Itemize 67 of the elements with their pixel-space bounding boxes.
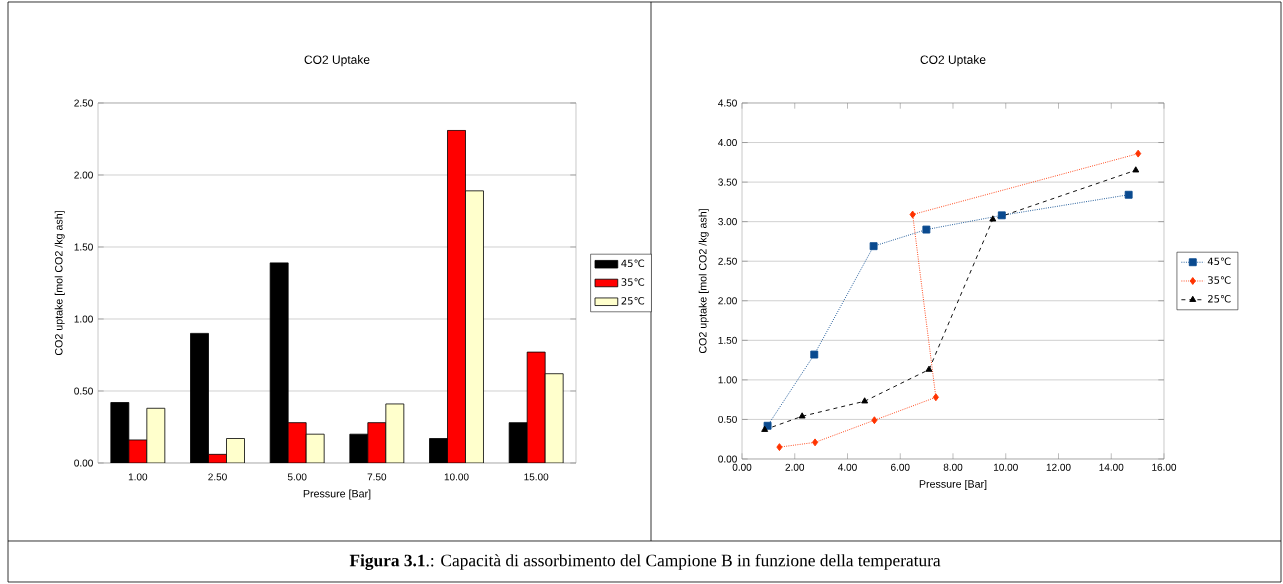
point bbox=[798, 412, 806, 419]
x-tick-label: 10.00 bbox=[993, 463, 1018, 471]
legend-label: 35℃ bbox=[1208, 276, 1231, 284]
bar bbox=[544, 373, 564, 463]
point bbox=[776, 443, 783, 452]
x-tick-label: 14.00 bbox=[1099, 463, 1124, 471]
y-tick-label: 0.50 bbox=[718, 415, 737, 423]
bar bbox=[146, 407, 166, 463]
legend-label: 45℃ bbox=[1207, 257, 1231, 266]
chart-title: CO2 Uptake bbox=[304, 55, 370, 67]
bar bbox=[367, 422, 387, 463]
x-tick-label: 12.00 bbox=[1046, 463, 1071, 471]
y-tick-label: 1.50 bbox=[718, 336, 737, 344]
x-tick-label: 7.50 bbox=[367, 473, 387, 481]
x-tick-label: 2.50 bbox=[208, 473, 227, 481]
text: Figura 3.1.: Capacità di assorbimento del Campione B in funzione della temperatura bbox=[349, 553, 941, 570]
x-tick-label: 6.00 bbox=[891, 463, 910, 471]
x-tick-label: 10.00 bbox=[444, 473, 469, 481]
point bbox=[922, 225, 931, 234]
bar bbox=[447, 129, 466, 463]
y-tick-label: 0.50 bbox=[74, 387, 93, 395]
point bbox=[932, 393, 939, 402]
chart-title: CO2 Uptake bbox=[920, 55, 986, 67]
bar bbox=[287, 422, 307, 463]
point bbox=[810, 350, 819, 359]
x-axis-title: Pressure [Bar] bbox=[919, 479, 987, 490]
x-tick-label: 1.00 bbox=[128, 473, 148, 481]
point bbox=[925, 365, 933, 372]
point bbox=[997, 211, 1006, 220]
y-tick-label: 1.00 bbox=[718, 376, 737, 384]
y-tick-label: 1.00 bbox=[74, 315, 93, 323]
bar bbox=[526, 351, 546, 463]
point bbox=[989, 215, 997, 222]
y-tick-label: 1.50 bbox=[74, 243, 93, 251]
point bbox=[811, 438, 819, 447]
y-tick-label: 4.50 bbox=[718, 99, 737, 107]
legend-label: 45℃ bbox=[621, 259, 645, 268]
point bbox=[871, 416, 878, 425]
x-tick-label: 0.00 bbox=[732, 463, 752, 471]
point bbox=[1132, 166, 1140, 173]
bar bbox=[385, 403, 405, 463]
y-tick-label: 2.50 bbox=[74, 99, 93, 107]
legend-label: 35℃ bbox=[621, 278, 645, 286]
x-tick-label: 5.00 bbox=[287, 473, 307, 481]
point bbox=[1135, 149, 1142, 158]
y-tick-label: 4.00 bbox=[718, 139, 737, 147]
y-tick-label: 3.50 bbox=[718, 178, 737, 186]
y-tick-label: 2.00 bbox=[74, 171, 93, 179]
legend-label: 25℃ bbox=[621, 297, 645, 305]
y-tick-label: 2.00 bbox=[718, 297, 737, 305]
legend-label: 25℃ bbox=[1208, 295, 1231, 303]
y-axis-title: CO2 uptake [mol CO2 /kg ash] bbox=[54, 211, 65, 356]
x-tick-label: 4.00 bbox=[838, 463, 857, 471]
point bbox=[869, 242, 878, 251]
point bbox=[861, 397, 869, 404]
y-tick-label: 3.00 bbox=[718, 218, 737, 226]
x-axis-title: Pressure [Bar] bbox=[303, 489, 371, 500]
x-tick-label: 2.00 bbox=[785, 463, 805, 471]
x-tick-label: 8.00 bbox=[943, 463, 963, 471]
x-tick-label: 16.00 bbox=[1152, 463, 1177, 471]
x-tick-label: 15.00 bbox=[524, 473, 549, 481]
point bbox=[1124, 190, 1133, 199]
bar bbox=[465, 190, 484, 463]
point bbox=[909, 210, 916, 219]
y-tick-label: 0.00 bbox=[718, 455, 737, 463]
y-tick-label: 2.50 bbox=[718, 257, 737, 265]
y-axis-title: CO2 uptake [mol CO2 /kg ash] bbox=[698, 209, 709, 354]
